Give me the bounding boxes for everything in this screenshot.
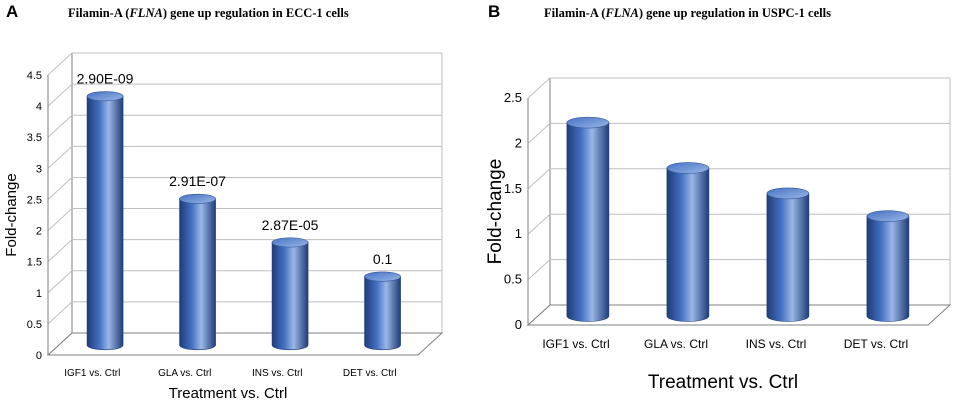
chart-floor [46, 332, 444, 356]
x-tick-label: GLA vs. Ctrl [158, 368, 211, 379]
bar-body [271, 242, 309, 351]
gridline [47, 114, 442, 138]
y-tick-label: 0 [36, 350, 42, 362]
y-axis-title: Fold-change [3, 173, 20, 256]
bar [866, 210, 910, 322]
gridline [47, 52, 442, 76]
x-tick-label: INS vs. Ctrl [746, 337, 807, 351]
bar-top [179, 193, 216, 204]
gridline [47, 208, 442, 231]
y-tick-label: 3 [36, 163, 42, 175]
x-tick-label: IGF1 vs. Ctrl [64, 368, 120, 379]
x-tick-label: INS vs. Ctrl [252, 368, 303, 379]
bar [566, 116, 610, 322]
bar-top [271, 237, 309, 248]
bar-body [86, 95, 124, 351]
bar-body [364, 276, 401, 351]
gridline [527, 259, 950, 280]
y-tick-label: 0.5 [504, 272, 522, 287]
chart-walls [46, 52, 444, 356]
bar-body [566, 122, 610, 322]
bar [179, 193, 216, 351]
y-tick-label: 1.5 [504, 181, 522, 196]
x-tick-label: DET vs. Ctrl [343, 368, 397, 379]
chart-panel-a: A Filamin-A (FLNA) gene up regulation in… [0, 0, 470, 403]
bar-top [566, 116, 610, 129]
y-tick-label: 4.5 [27, 70, 42, 82]
gridline [527, 168, 950, 190]
chart-floor [526, 304, 952, 326]
gridline [47, 270, 442, 294]
data-label: 2.90E-09 [77, 71, 134, 87]
y-tick-label: 2 [36, 226, 42, 238]
bar [364, 271, 401, 351]
y-tick-label: 2 [515, 135, 522, 150]
gridline [47, 301, 442, 325]
chart-panel-b: B Filamin-A (FLNA) gene up regulation in… [480, 0, 967, 403]
y-tick-label: 0.5 [27, 319, 42, 331]
gridline [527, 77, 950, 99]
x-tick-label: DET vs. Ctrl [844, 337, 908, 351]
bar-top [766, 187, 810, 200]
bar-body [866, 215, 910, 322]
data-label: 2.87E-05 [262, 217, 319, 233]
bar [271, 237, 309, 351]
bar [766, 187, 810, 322]
y-tick-label: 3.5 [27, 132, 42, 144]
panel-label-a: A [6, 2, 19, 21]
gridline [527, 122, 950, 144]
bar-chart-a: 0 0.5 1 1.5 2 2.5 3 3.5 4 4.5 IGF1 vs. Ctrl 2.90E-0… [3, 52, 444, 402]
bar-body [766, 193, 810, 322]
data-label: 0.1 [373, 251, 393, 267]
y-tick-label: 4 [36, 101, 42, 113]
x-axis-title: Treatment vs. Ctrl [169, 385, 288, 402]
y-tick-label: 1 [36, 288, 42, 300]
bar [666, 162, 710, 322]
x-tick-label: IGF1 vs. Ctrl [542, 337, 609, 351]
gridline [47, 145, 442, 169]
chart-walls [526, 77, 952, 326]
y-tick-label: 2.5 [504, 90, 522, 105]
y-tick-label: 1 [515, 226, 522, 241]
bar-top [86, 91, 124, 102]
bar-top [364, 271, 401, 282]
bar-top [666, 162, 710, 174]
x-tick-label: GLA vs. Ctrl [644, 337, 708, 351]
gridline [47, 239, 442, 263]
panel-label-b: B [488, 2, 501, 21]
chart-title-b: Filamin-A (FLNA) gene up regulation in U… [544, 6, 831, 20]
x-axis-title: Treatment vs. Ctrl [648, 372, 798, 393]
gridline [527, 213, 950, 235]
bar [86, 91, 124, 351]
y-tick-label: 0 [515, 317, 522, 332]
chart-title-a: Filamin-A (FLNA) gene up regulation in E… [68, 6, 349, 20]
y-tick-label: 2.5 [27, 194, 42, 206]
bar-body [179, 198, 216, 351]
data-label: 2.91E-07 [169, 173, 226, 189]
bar-top [866, 210, 910, 222]
y-axis-title: Fold-change [485, 159, 506, 265]
y-tick-label: 1.5 [27, 257, 42, 269]
gridline [47, 83, 442, 107]
gridline [47, 176, 442, 200]
bar-chart-b: 0 0.5 1 1.5 2 2.5 IGF1 vs. Ctrl GLA vs. Ctrl INS… [485, 77, 952, 393]
bar-body [666, 167, 710, 322]
